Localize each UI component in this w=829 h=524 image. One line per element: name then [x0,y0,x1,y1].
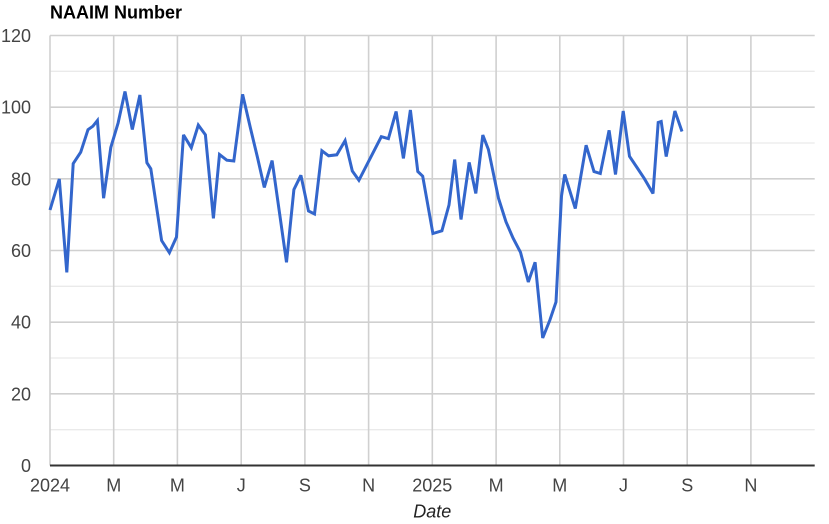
svg-text:NAAIM Number: NAAIM Number [50,2,182,22]
svg-text:M: M [552,476,567,496]
svg-text:J: J [619,476,628,496]
svg-text:100: 100 [1,98,31,118]
svg-text:M: M [170,476,185,496]
svg-text:N: N [744,476,757,496]
svg-text:Date: Date [413,502,451,522]
svg-text:S: S [681,476,693,496]
svg-text:N: N [362,476,375,496]
svg-text:40: 40 [11,313,31,333]
svg-text:M: M [489,476,504,496]
svg-text:60: 60 [11,241,31,261]
svg-text:0: 0 [21,456,31,476]
svg-text:120: 120 [1,26,31,46]
svg-text:20: 20 [11,384,31,404]
svg-text:S: S [299,476,311,496]
svg-text:2024: 2024 [30,476,70,496]
svg-text:80: 80 [11,169,31,189]
svg-text:2025: 2025 [412,476,452,496]
svg-text:M: M [106,476,121,496]
svg-text:J: J [237,476,246,496]
